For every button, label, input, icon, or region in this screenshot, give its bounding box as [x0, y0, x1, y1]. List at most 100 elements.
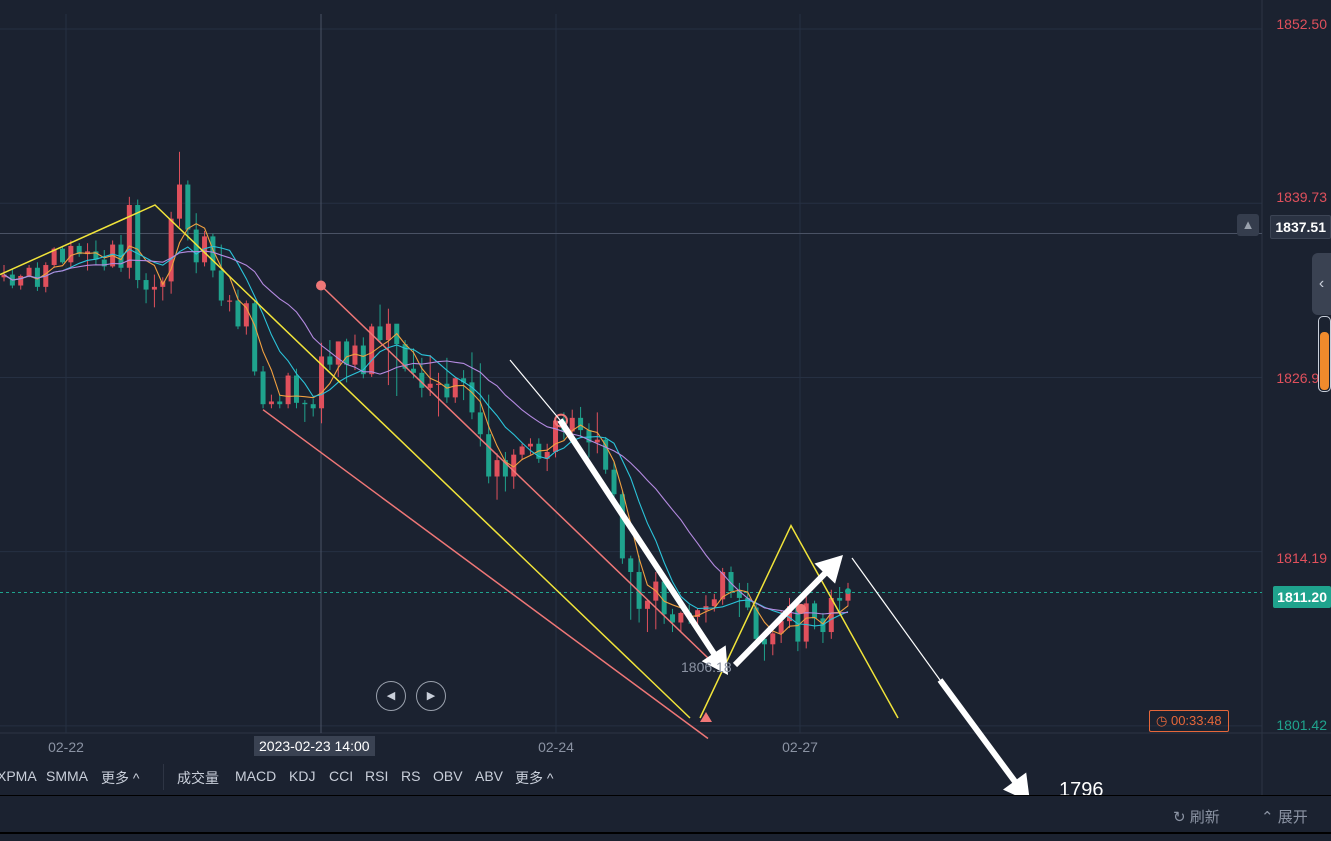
candle-body: [803, 603, 809, 642]
candle-body: [544, 451, 550, 459]
candle-body: [18, 275, 24, 286]
candle-body: [135, 205, 141, 281]
indicator-obv[interactable]: OBV: [433, 768, 463, 784]
indicator-more-main[interactable]: 更多 ^: [101, 770, 140, 786]
candle-body: [260, 371, 266, 405]
candle-body: [335, 341, 341, 365]
current-price-tag: 1811.20: [1273, 586, 1331, 608]
candle-body: [327, 356, 333, 365]
candle-body: [828, 597, 834, 633]
candle-body: [218, 270, 224, 301]
candle-body: [845, 592, 851, 601]
x-tick-label: 02-22: [48, 739, 84, 755]
side-scroll-handle[interactable]: [1318, 316, 1331, 392]
crosshair-price-tag: 1837.51: [1270, 215, 1331, 239]
candle-body: [268, 401, 274, 405]
candle-body: [736, 591, 742, 598]
candle-body: [1, 274, 7, 278]
candle-body: [753, 607, 759, 639]
candle-body: [661, 581, 667, 615]
candle-body: [569, 417, 575, 432]
candle-body: [93, 251, 99, 260]
candle-body: [277, 401, 283, 405]
chevron-left-icon[interactable]: ‹: [1312, 253, 1331, 315]
candle-body: [770, 633, 776, 645]
trend-line: [699, 523, 899, 719]
candle-body: [126, 205, 132, 268]
candle-body: [293, 375, 299, 403]
indicator-rs[interactable]: RS: [401, 768, 421, 784]
indicator-rsi[interactable]: RSI: [365, 768, 389, 784]
bell-icon[interactable]: ▲: [1237, 214, 1259, 236]
moving-average-line: [3, 250, 849, 615]
y-tick-label: 1839.73: [1276, 189, 1327, 205]
candle-body: [360, 345, 366, 375]
indicator-cci[interactable]: CCI: [329, 768, 354, 784]
moving-average-line: [3, 223, 849, 636]
candle-body: [486, 434, 492, 477]
candle-body: [494, 460, 500, 477]
candle-body: [477, 412, 483, 435]
candle-body: [377, 326, 383, 341]
candle-body: [235, 300, 241, 327]
candle-body: [252, 303, 258, 372]
candle-body: [586, 430, 592, 443]
skip-back-button[interactable]: ◀: [376, 681, 406, 711]
candle-body: [553, 420, 559, 452]
indicator-smma[interactable]: SMMA: [46, 768, 88, 784]
expand-button[interactable]: ⌃ 展开: [1261, 809, 1308, 826]
candle-body: [837, 597, 843, 601]
bottom-toolbar: ↻ 刷新 ⌃ 展开: [0, 795, 1331, 834]
candle-body: [636, 572, 642, 609]
candle-body: [778, 621, 784, 634]
trend-anchor-dot: [796, 603, 806, 614]
candlestick-chart[interactable]: [0, 0, 1331, 795]
indicator-bar: XPMA SMMA 更多 ^ 成交量 MACD KDJ CCI RSI RS O…: [0, 760, 1331, 794]
candle-body: [302, 402, 308, 405]
indicator-kdj[interactable]: KDJ: [289, 768, 316, 784]
candle-body: [34, 267, 40, 287]
candle-body: [185, 184, 191, 230]
candle-body: [352, 345, 358, 365]
candle-body: [502, 460, 508, 477]
trend-line: [0, 204, 691, 719]
candle-body: [319, 356, 325, 409]
refresh-button[interactable]: ↻ 刷新: [1173, 809, 1220, 826]
candle-body: [452, 378, 458, 398]
indicator-xpma[interactable]: XPMA: [0, 768, 37, 784]
candle-body: [728, 572, 734, 592]
white-arrow: [557, 418, 728, 675]
trend-line: [320, 284, 709, 659]
candle-body: [85, 251, 91, 255]
skip-forward-button[interactable]: ▶: [416, 681, 446, 711]
candle-body: [68, 245, 74, 263]
indicator-macd[interactable]: MACD: [235, 768, 277, 784]
candle-body: [151, 286, 157, 290]
candle-body: [101, 259, 107, 267]
candle-body: [193, 229, 199, 263]
candle-body: [427, 383, 433, 388]
candle-body: [227, 300, 233, 302]
candle-body: [578, 417, 584, 431]
indicator-abv[interactable]: ABV: [475, 768, 504, 784]
candle-body: [168, 218, 174, 282]
candle-body: [720, 572, 726, 600]
x-tick-label: 02-24: [538, 739, 574, 755]
candle-body: [628, 558, 634, 573]
y-tick-label: 1826.96: [1276, 370, 1327, 386]
candle-body: [527, 443, 533, 447]
candle-body: [812, 603, 818, 619]
candle-body: [678, 612, 684, 623]
trend-anchor-dot: [316, 280, 326, 291]
candle-body: [143, 280, 149, 290]
indicator-volume[interactable]: 成交量: [177, 770, 219, 786]
indicator-more-sub[interactable]: 更多 ^: [515, 770, 554, 786]
candle-body: [761, 638, 767, 645]
expand-label: 展开: [1277, 809, 1308, 826]
candle-body: [619, 494, 625, 559]
candle-body: [603, 439, 609, 470]
candle-body: [285, 375, 291, 405]
candle-body: [385, 323, 391, 341]
candle-body: [59, 248, 65, 263]
crosshair-date-label: 2023-02-23 14:00: [254, 736, 375, 756]
